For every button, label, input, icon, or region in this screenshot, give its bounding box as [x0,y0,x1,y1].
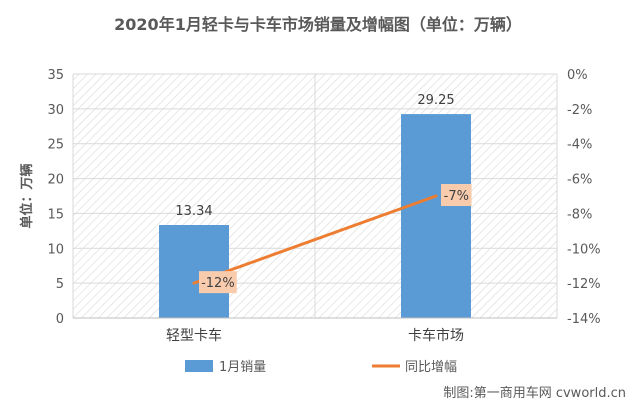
legend-swatch-bar [185,360,213,372]
line-data-label-box [199,271,237,294]
axes: 0 5 10 15 20 25 30 35 -14% -12% -10% -8% -6% -4% -2% 0%… [47,68,600,344]
y-tick-label: 0 [56,312,64,327]
y2-tick-label: -6% [567,173,592,188]
line-series: -12% -7% [192,184,472,294]
y-tick-label: 20 [47,173,64,188]
y-tick-label: 30 [47,103,64,118]
y-tick-label: 25 [47,138,64,153]
line-data-label: -12% [201,276,235,291]
y-tick-label: 5 [56,277,64,292]
y-tick-label: 10 [47,242,64,257]
y2-tick-label: -8% [567,207,592,222]
y2-tick-label: -12% [567,277,601,292]
y-tick-label: 15 [47,207,64,222]
line-data-label-box [441,184,472,206]
chart-title: 2020年1月轻卡与卡车市场销量及增幅图（单位：万辆） [114,15,522,34]
line-data-label: -7% [444,189,469,204]
source-credit: 制图:第一商用车网 cvworld.cn [443,385,626,401]
y2-tick-label: -10% [567,242,601,257]
legend-label: 1月销量 [219,360,266,375]
bar-data-label: 13.34 [175,204,212,219]
y-tick-label: 35 [47,68,64,83]
y2-tick-label: -14% [567,312,601,327]
y2-tick-label: 0% [567,68,588,83]
gridlines [72,73,558,319]
x-tick-label: 卡车市场 [408,327,464,344]
y-axis-title: 单位：万辆 [19,163,35,228]
bar [401,114,471,318]
legend-label: 同比增幅 [405,360,457,375]
trend-line [193,194,437,285]
legend: 1月销量 同比增幅 [185,360,457,375]
bar-data-label: 29.25 [417,93,454,108]
line-point [192,281,196,285]
line-point [434,194,438,198]
x-tick-label: 轻型卡车 [166,327,222,344]
y2-tick-label: -4% [567,138,592,153]
y2-tick-label: -2% [567,103,592,118]
